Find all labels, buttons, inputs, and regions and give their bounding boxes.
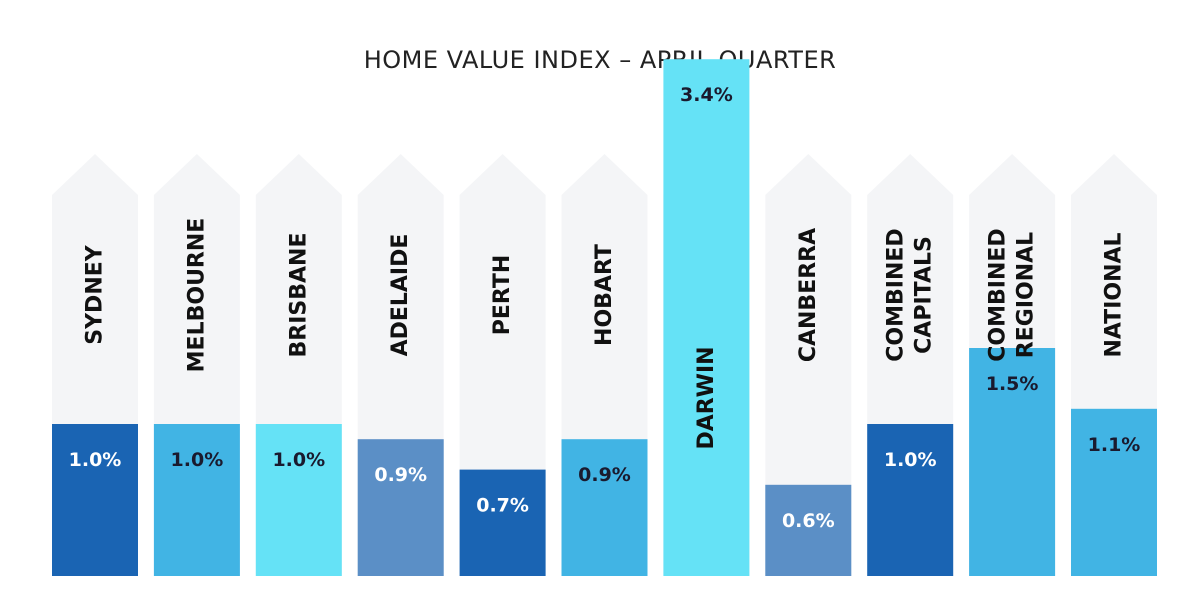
data-label: 0.9% <box>374 464 427 486</box>
category-label-line: NATIONAL <box>1102 232 1127 357</box>
category-label: DARWIN <box>694 346 719 449</box>
category-label: CANBERRA <box>796 228 821 362</box>
bar-group: 0.6% CANBERRA <box>765 154 852 576</box>
bar <box>867 424 954 576</box>
category-label-line: COMBINED <box>986 228 1011 361</box>
category-label: ADELAIDE <box>388 234 413 357</box>
category-label: COMBINED REGIONAL <box>986 228 1039 361</box>
category-label: NATIONAL <box>1102 232 1127 357</box>
bar <box>153 424 240 576</box>
data-label: 1.1% <box>1088 434 1141 456</box>
data-label: 1.5% <box>986 373 1039 395</box>
category-label-line: REGIONAL <box>1014 232 1039 358</box>
bar-group: 0.9% ADELAIDE <box>357 154 444 576</box>
category-label: HOBART <box>592 244 617 346</box>
bar <box>357 439 444 576</box>
data-label: 1.0% <box>884 449 937 471</box>
bar <box>561 439 648 576</box>
bar-group: 1.0% SYDNEY <box>52 154 138 576</box>
background-arrow <box>765 154 852 576</box>
category-label-line: DARWIN <box>694 346 719 449</box>
bar <box>663 59 750 576</box>
data-label: 1.0% <box>171 449 224 471</box>
bar <box>255 424 342 576</box>
data-label: 1.0% <box>69 449 122 471</box>
category-label-line: ADELAIDE <box>388 234 413 357</box>
chart-title: HOME VALUE INDEX – APRIL QUARTER <box>363 46 837 74</box>
bar <box>52 424 138 576</box>
category-label: SYDNEY <box>83 244 108 344</box>
category-label-line: MELBOURNE <box>184 218 209 373</box>
bar-group: 1.5% COMBINED REGIONAL <box>969 154 1056 576</box>
data-label: 0.7% <box>476 495 529 517</box>
category-label-line: COMBINED <box>884 228 909 361</box>
bar-group: 1.0% BRISBANE <box>255 154 342 576</box>
bar-group: 1.1% NATIONAL <box>1071 154 1157 576</box>
category-label-line: CANBERRA <box>796 228 821 362</box>
data-label: 0.6% <box>782 510 835 532</box>
bar-group: 0.7% PERTH <box>459 154 546 576</box>
category-label: PERTH <box>490 255 515 336</box>
bar <box>459 469 546 576</box>
data-label: 1.0% <box>272 449 325 471</box>
bar-group: 1.0% COMBINED CAPITALS <box>867 154 954 576</box>
category-label: COMBINED CAPITALS <box>884 228 937 361</box>
bar-group: 1.0% MELBOURNE <box>153 154 240 576</box>
data-label: 0.9% <box>578 464 631 486</box>
bar-group: 0.9% HOBART <box>561 154 648 576</box>
data-label: 3.4% <box>680 84 733 106</box>
category-label: BRISBANE <box>286 233 311 358</box>
bar <box>1071 408 1157 576</box>
bar <box>969 348 1056 576</box>
bar <box>765 484 852 576</box>
category-label-line: PERTH <box>490 255 515 336</box>
bar-group: 3.4% DARWIN <box>663 59 750 576</box>
category-label-line: SYDNEY <box>83 244 108 344</box>
category-label-line: CAPITALS <box>912 236 937 354</box>
category-label: MELBOURNE <box>184 218 209 373</box>
category-label-line: HOBART <box>592 244 617 346</box>
category-label-line: BRISBANE <box>286 233 311 358</box>
